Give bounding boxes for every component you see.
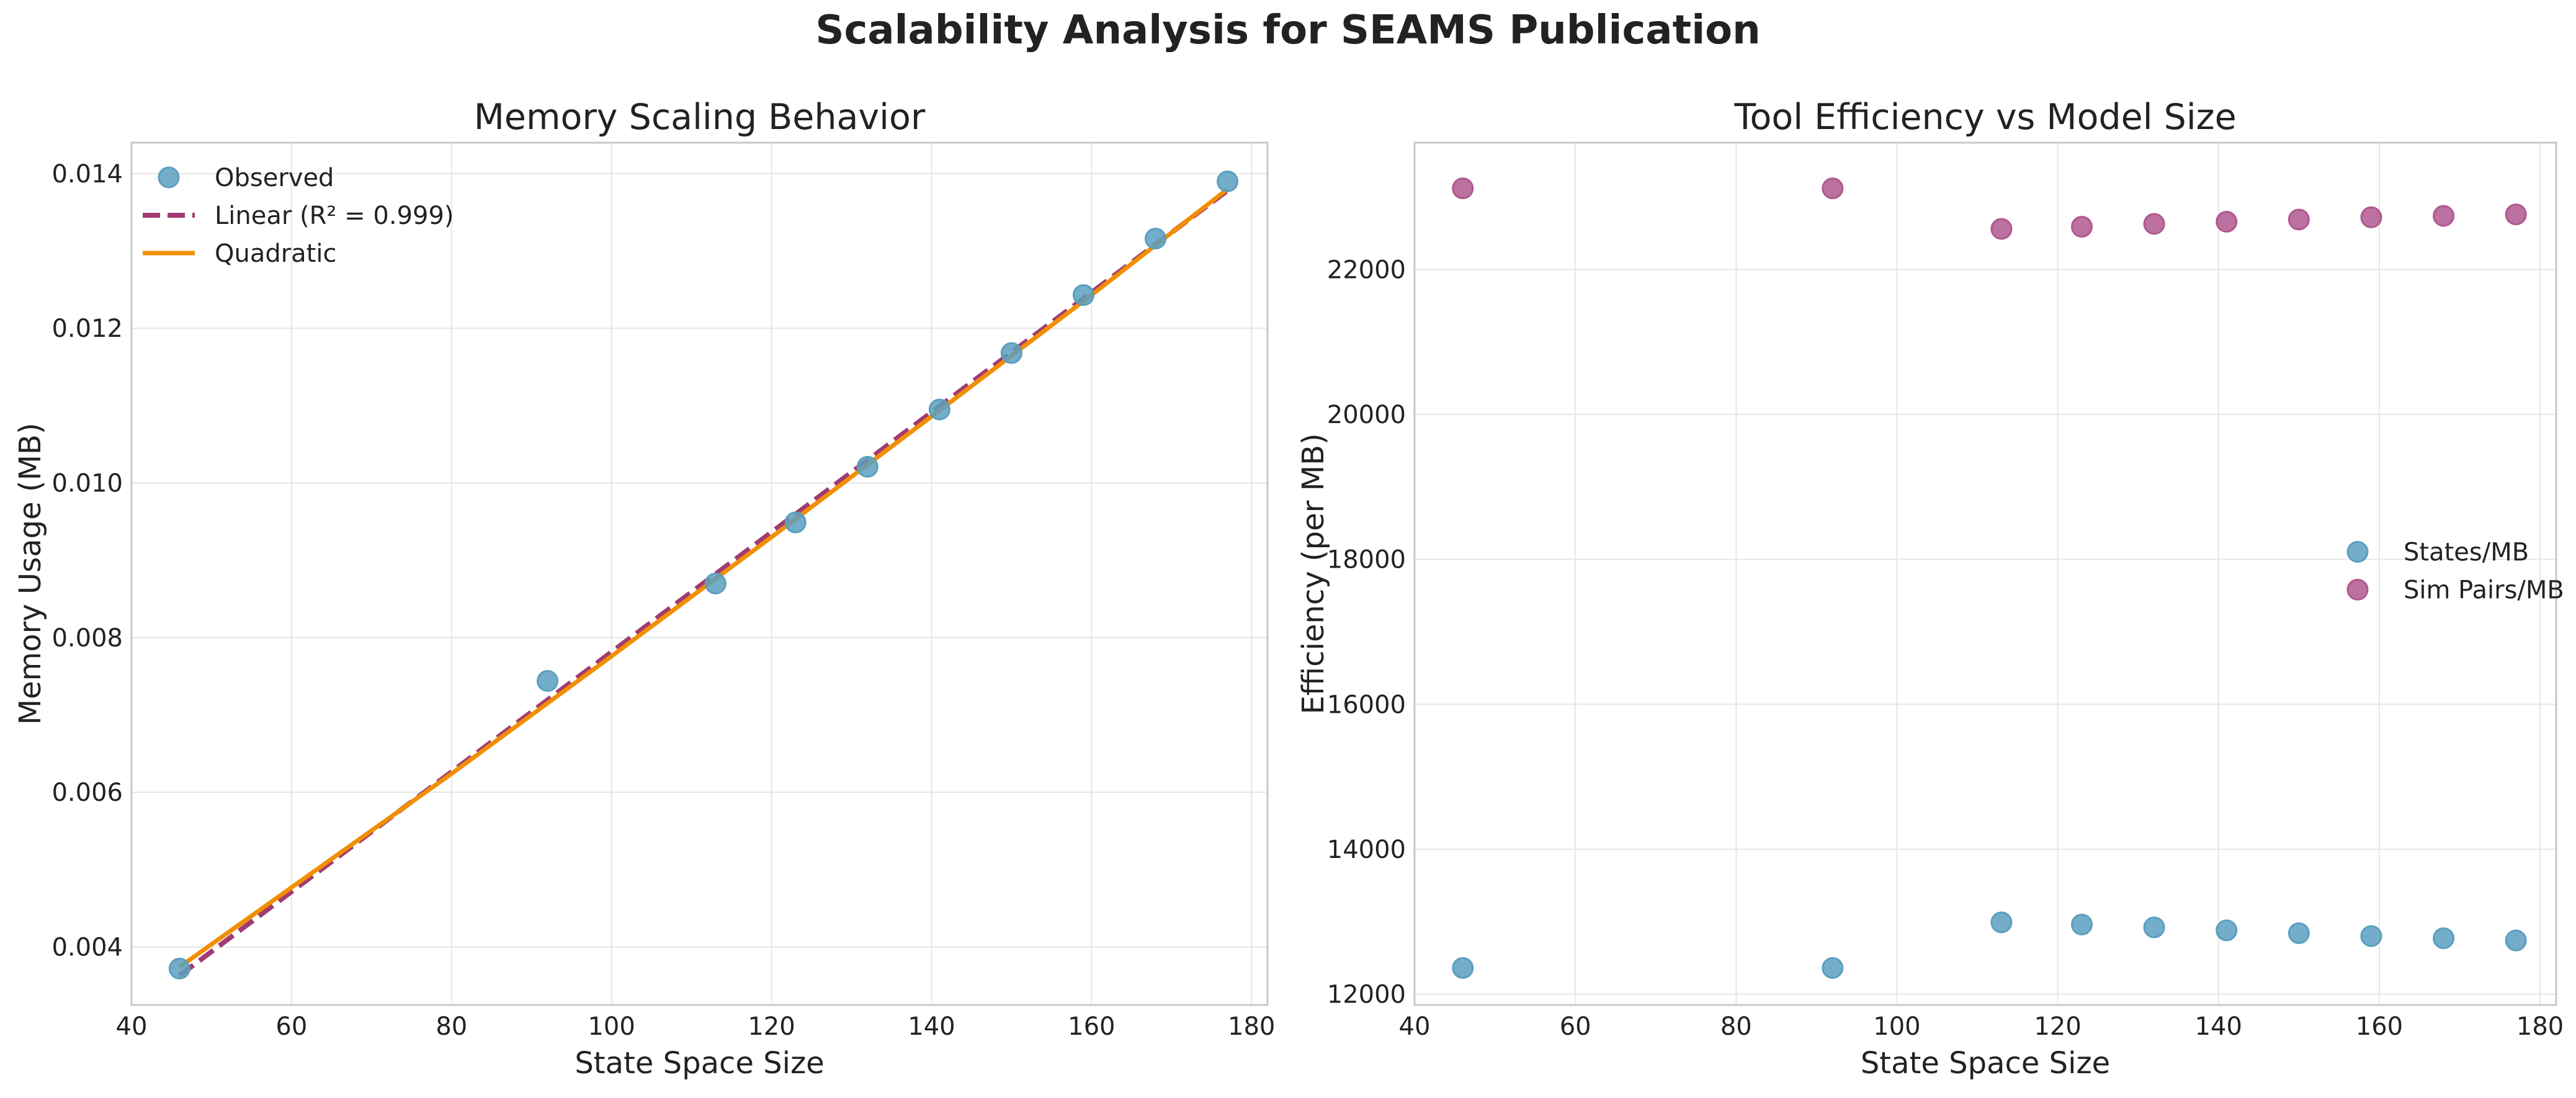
legend-marker bbox=[2346, 579, 2369, 600]
data-point bbox=[1822, 177, 1844, 200]
data-point bbox=[168, 957, 190, 980]
data-point bbox=[1822, 957, 1844, 979]
x-tick-label: 140 bbox=[908, 1012, 955, 1041]
legend-label: States/MB bbox=[2404, 538, 2529, 567]
quadratic-fit-line bbox=[178, 187, 1229, 969]
data-point bbox=[1000, 342, 1022, 364]
x-tick-label: 120 bbox=[748, 1012, 795, 1041]
x-tick-label: 180 bbox=[2516, 1012, 2564, 1041]
data-point bbox=[1072, 284, 1094, 306]
data-point bbox=[1217, 170, 1239, 192]
x-tick-label: 160 bbox=[1068, 1012, 1115, 1041]
x-tick-label: 40 bbox=[1399, 1012, 1431, 1041]
x-tick-label: 180 bbox=[1228, 1012, 1275, 1041]
y-tick-label: 12000 bbox=[1327, 980, 1406, 1009]
x-tick-label: 60 bbox=[275, 1012, 307, 1041]
data-point bbox=[2433, 205, 2455, 227]
tool-efficiency-chart: 40 60 80 100 120 140 160 180 12000 14000 16000 1800… bbox=[1296, 97, 2564, 1081]
plot-frame bbox=[1413, 141, 2557, 1006]
data-point bbox=[928, 398, 950, 421]
x-axis-label: State Space Size bbox=[575, 1046, 824, 1081]
data-point bbox=[2143, 213, 2165, 235]
y-tick-label: 20000 bbox=[1327, 401, 1406, 429]
x-tick-label: 80 bbox=[1720, 1012, 1752, 1041]
memory-scaling-chart: 40 60 80 100 120 140 160 180 0.004 0.006 0.008 0.01… bbox=[13, 97, 1275, 1081]
data-point bbox=[2505, 203, 2527, 226]
data-point bbox=[2216, 210, 2238, 233]
legend-label: Quadratic bbox=[215, 239, 336, 268]
chart-title: Tool Efficiency vs Model Size bbox=[1733, 97, 2236, 138]
x-axis-label: State Space Size bbox=[1861, 1046, 2110, 1081]
legend-label: Observed bbox=[215, 164, 334, 192]
legend-label: Linear (R² = 0.999) bbox=[215, 202, 454, 230]
y-axis-label: Efficiency (per MB) bbox=[1296, 433, 1331, 714]
y-tick-label: 0.010 bbox=[51, 470, 123, 498]
data-point bbox=[856, 455, 879, 478]
linear-fit-line bbox=[177, 189, 1229, 978]
data-point bbox=[784, 511, 807, 533]
data-point bbox=[2143, 916, 2165, 939]
y-tick-label: 0.004 bbox=[51, 934, 123, 962]
data-point bbox=[537, 670, 559, 692]
legend-marker bbox=[158, 166, 180, 189]
x-tick-label: 100 bbox=[1873, 1012, 1920, 1041]
data-point bbox=[2288, 922, 2310, 944]
y-tick-label: 0.006 bbox=[51, 779, 123, 807]
y-tick-label: 16000 bbox=[1327, 690, 1406, 719]
data-point bbox=[2360, 206, 2382, 228]
plot-frame bbox=[130, 141, 1269, 1006]
legend-marker bbox=[2346, 541, 2369, 563]
data-point bbox=[2070, 913, 2093, 935]
data-point bbox=[2360, 925, 2382, 947]
y-tick-label: 14000 bbox=[1327, 836, 1406, 864]
data-point bbox=[1452, 177, 1474, 200]
data-point bbox=[2070, 215, 2093, 238]
x-tick-label: 120 bbox=[2034, 1012, 2081, 1041]
figure-title: Scalability Analysis for SEAMS Publicati… bbox=[815, 7, 1761, 53]
data-point bbox=[2288, 208, 2310, 231]
x-tick-label: 60 bbox=[1560, 1012, 1591, 1041]
y-tick-label: 0.008 bbox=[51, 624, 123, 653]
y-axis-label: Memory Usage (MB) bbox=[13, 422, 48, 725]
x-tick-label: 140 bbox=[2195, 1012, 2242, 1041]
x-tick-label: 100 bbox=[588, 1012, 635, 1041]
chart-title: Memory Scaling Behavior bbox=[474, 97, 926, 138]
x-tick-label: 160 bbox=[2356, 1012, 2403, 1041]
x-tick-label: 80 bbox=[436, 1012, 467, 1041]
data-point bbox=[1990, 911, 2013, 934]
data-point bbox=[2433, 927, 2455, 950]
x-tick-label: 40 bbox=[116, 1012, 148, 1041]
data-point bbox=[704, 573, 727, 595]
data-point bbox=[2505, 929, 2527, 952]
legend-label: Sim Pairs/MB bbox=[2404, 576, 2564, 605]
data-point bbox=[1144, 228, 1166, 250]
data-point bbox=[1990, 218, 2013, 240]
y-tick-label: 18000 bbox=[1327, 546, 1406, 574]
y-tick-label: 0.012 bbox=[51, 315, 123, 343]
data-point bbox=[2216, 919, 2238, 942]
y-tick-label: 22000 bbox=[1327, 256, 1406, 284]
data-point bbox=[1452, 957, 1474, 979]
y-tick-label: 0.014 bbox=[51, 160, 123, 189]
